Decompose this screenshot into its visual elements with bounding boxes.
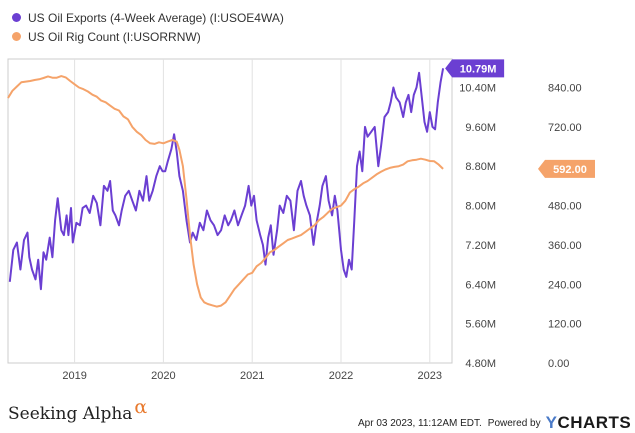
legend-item-rigs[interactable]: US Oil Rig Count (I:USORRNW) — [12, 27, 284, 46]
chart-svg: 2019 2020 2021 2022 2023 10.40M 9.60M 8.80M 8.00… — [7, 58, 595, 382]
legend-dot-rigs-icon — [12, 32, 21, 41]
y-right-tick-label: 720.00 — [548, 122, 582, 134]
y-left-tick-label: 10.40M — [459, 83, 496, 95]
ycharts-logo[interactable]: YCHARTS — [546, 413, 632, 433]
y-right-tick-label: 0.00 — [548, 358, 569, 370]
brand-name: Seeking Alpha — [8, 404, 133, 424]
y-left-tick-label: 4.80M — [465, 358, 496, 370]
legend-dot-exports-icon — [12, 13, 21, 22]
y-left-tick-label: 9.60M — [465, 122, 496, 134]
powered-by-label: Powered by — [487, 417, 541, 429]
timestamp: Apr 03 2023, 11:12AM EDT. — [358, 417, 482, 429]
end-label-rigs-box — [538, 159, 595, 178]
x-tick-label: 2022 — [329, 370, 353, 382]
y-left-tick-label: 8.80M — [465, 161, 496, 173]
end-label-rigs: 592.00 — [553, 164, 587, 176]
series-line-rigs — [7, 75, 444, 308]
x-tick-label: 2019 — [62, 370, 86, 382]
y-left-tick-label: 7.20M — [465, 240, 496, 252]
y-right-tick-label: 480.00 — [548, 201, 582, 213]
y-right-tick-label: 360.00 — [548, 240, 582, 252]
y-right-tick-label: 240.00 — [548, 279, 582, 291]
y-left-tick-label: 5.60M — [465, 319, 496, 331]
legend-label-rigs: US Oil Rig Count (I:USORRNW) — [28, 29, 201, 44]
x-tick-label: 2021 — [240, 370, 264, 382]
y-right-tick-label: 120.00 — [548, 319, 582, 331]
x-tick-label: 2023 — [418, 370, 442, 382]
legend-label-exports: US Oil Exports (4-Week Average) (I:USOE4… — [28, 10, 284, 25]
chart-legend: US Oil Exports (4-Week Average) (I:USOE4… — [12, 8, 284, 46]
ycharts-y-icon: Y — [545, 413, 558, 432]
footer-attribution: Apr 03 2023, 11:12AM EDT. Powered by YCH… — [358, 413, 631, 433]
alpha-icon: α — [134, 396, 148, 418]
series-line-exports — [8, 68, 445, 291]
ycharts-wordmark: CHARTS — [557, 413, 632, 432]
end-label-exports-box — [445, 59, 505, 78]
x-tick-label: 2020 — [151, 370, 175, 382]
end-label-exports: 10.79M — [460, 63, 497, 75]
y-left-tick-label: 6.40M — [465, 279, 496, 291]
y-right-tick-label: 840.00 — [548, 83, 582, 95]
y-left-tick-label: 8.00M — [465, 201, 496, 213]
seeking-alpha-logo: Seeking Alpha α — [8, 396, 147, 424]
legend-item-exports[interactable]: US Oil Exports (4-Week Average) (I:USOE4… — [12, 8, 284, 27]
plot-area — [7, 58, 453, 364]
